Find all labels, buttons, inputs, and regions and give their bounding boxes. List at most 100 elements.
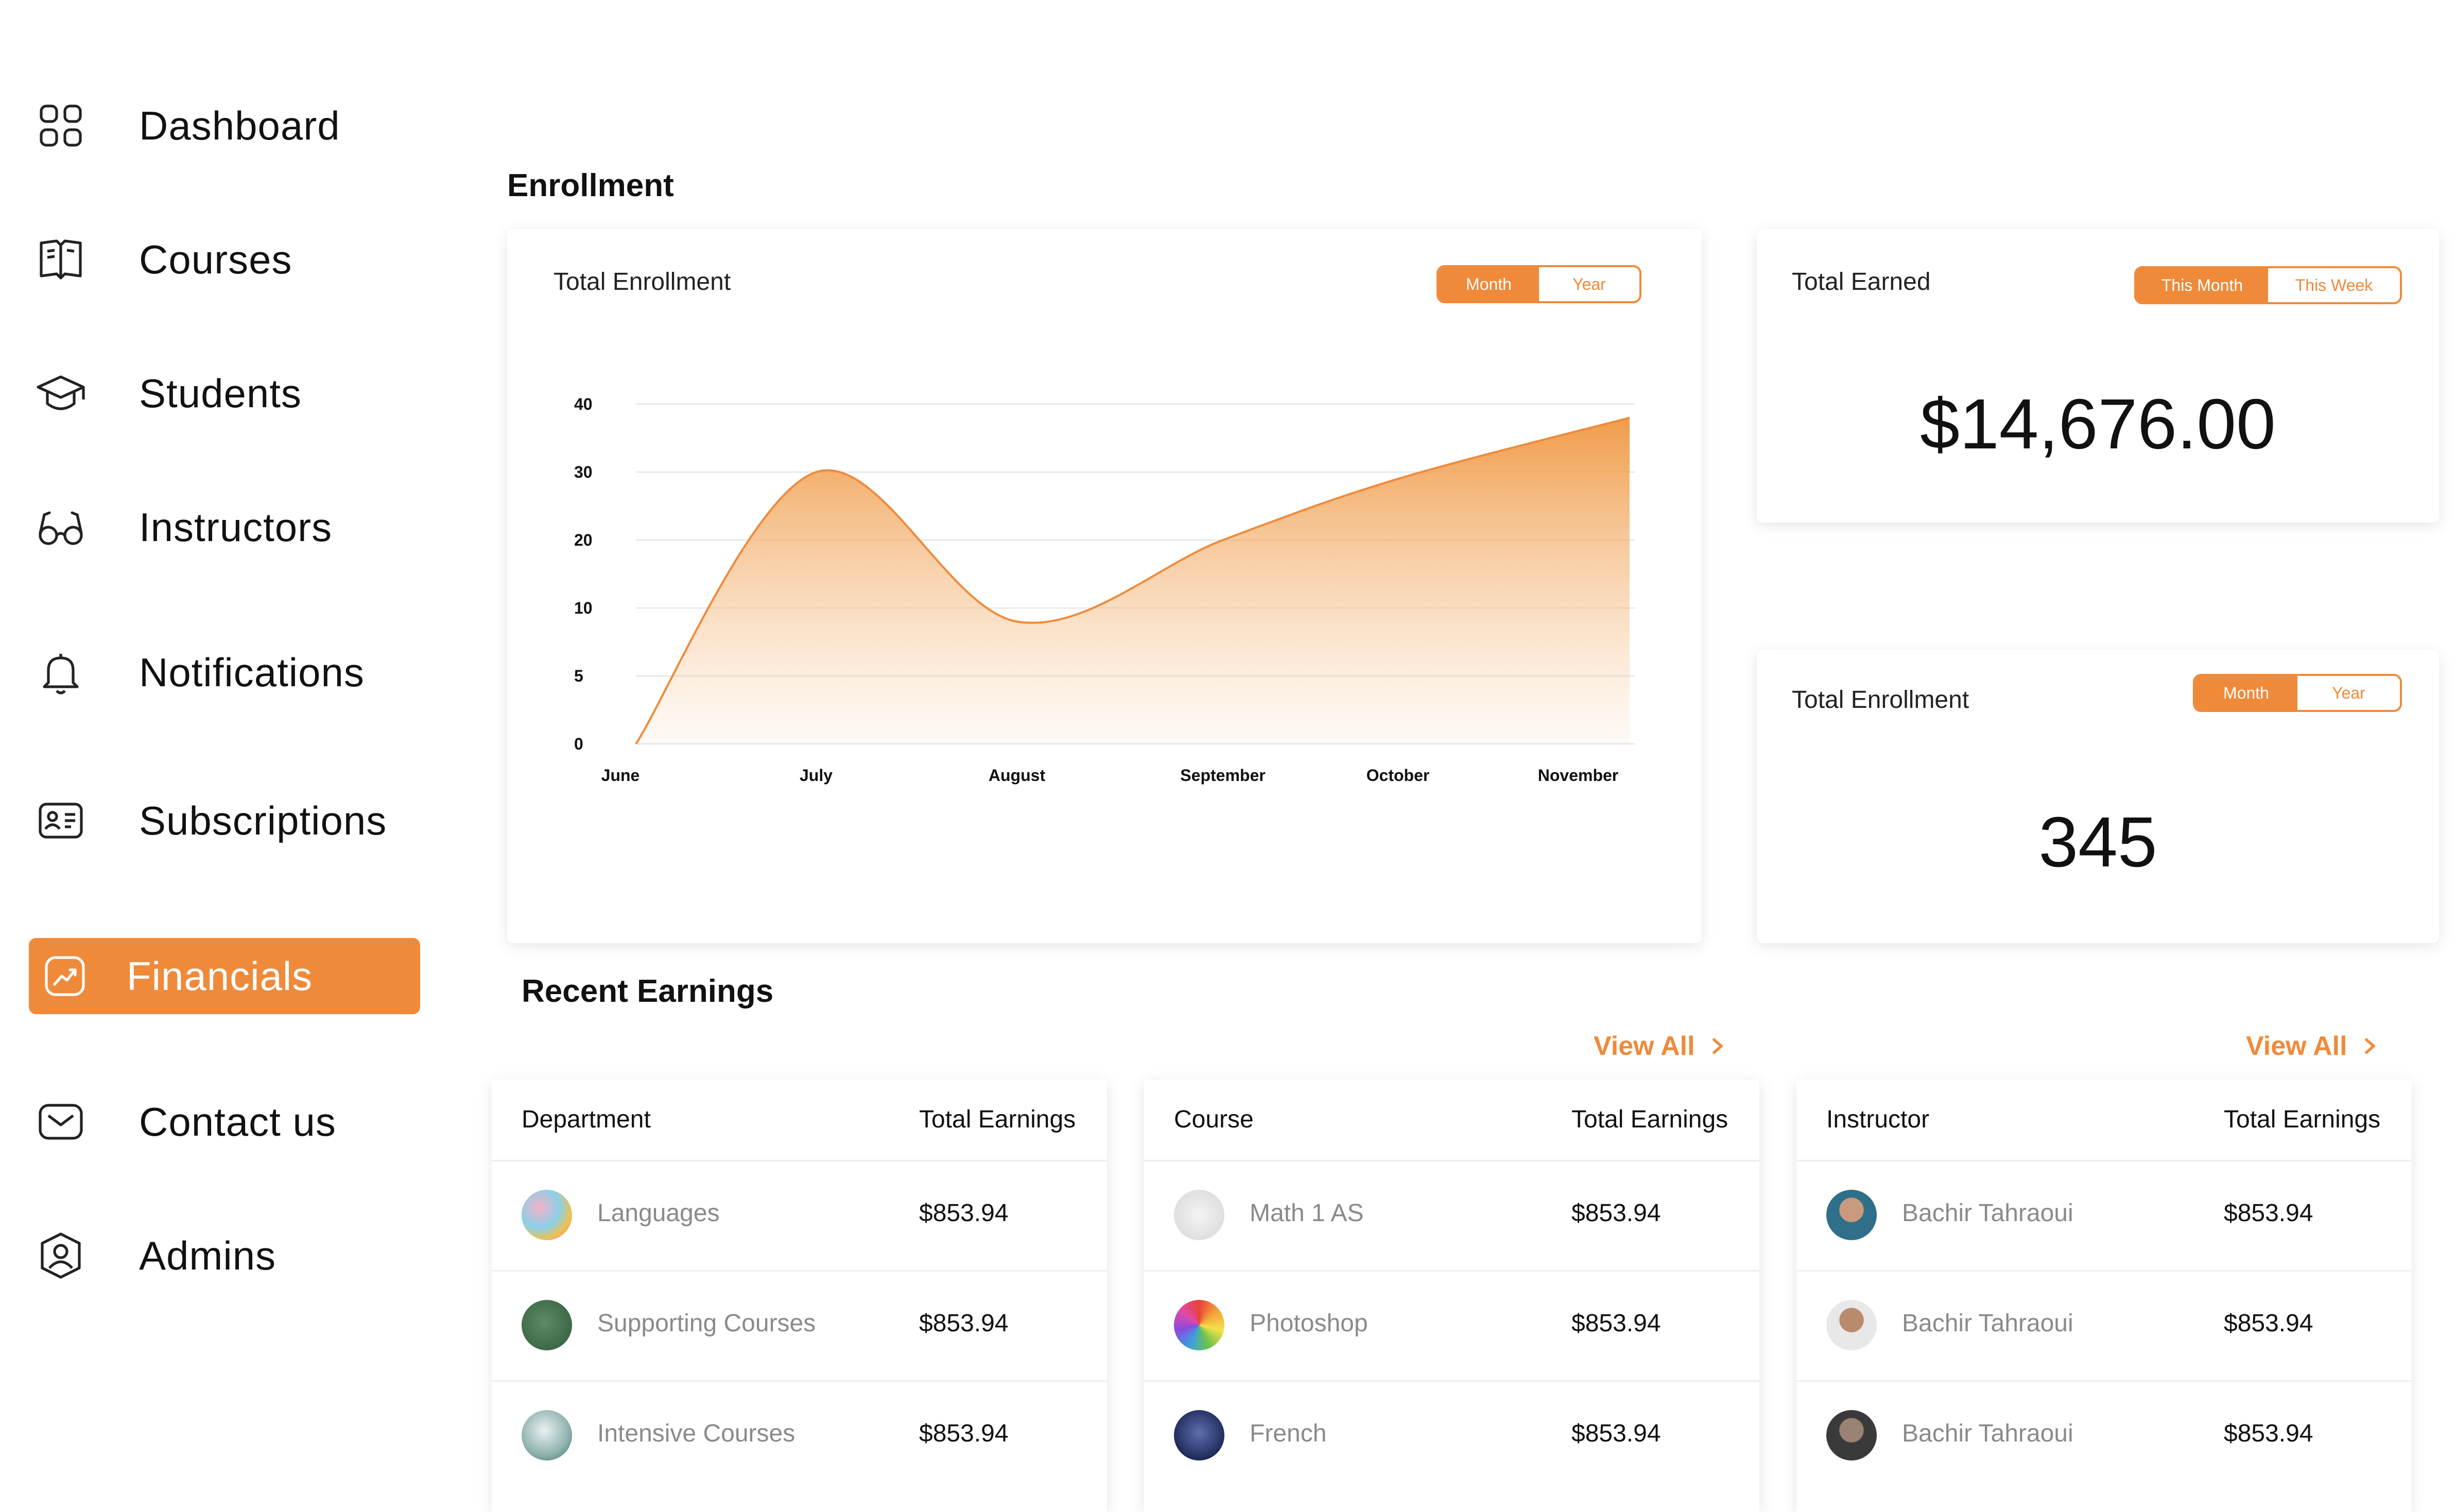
- row-name: Supporting Courses: [597, 1310, 816, 1337]
- table-row[interactable]: Bachir Tahraoui $853.94: [1796, 1380, 2412, 1490]
- table-row[interactable]: French $853.94: [1144, 1380, 1759, 1490]
- bell-icon: [30, 641, 92, 703]
- row-name: Languages: [597, 1200, 720, 1227]
- sidebar-item-label: Admins: [139, 1232, 276, 1278]
- total-enrollment-card: Total Enrollment Month Year 345: [1757, 650, 2439, 943]
- toggle-year[interactable]: Year: [2297, 676, 2400, 710]
- view-all-label: View All: [1594, 1031, 1695, 1061]
- department-thumbnail: [522, 1300, 572, 1350]
- enrollment-area-chart: 0 5 10 20 30 40 June July August September October…: [574, 395, 1635, 785]
- course-thumbnail: [1174, 1300, 1224, 1350]
- row-amount: $853.94: [1571, 1420, 1661, 1447]
- toggle-month[interactable]: Month: [1439, 267, 1539, 301]
- table-row[interactable]: Bachir Tahraoui $853.94: [1796, 1270, 2412, 1382]
- y-tick-label: 30: [574, 463, 593, 481]
- x-tick-label: June: [601, 766, 640, 785]
- sidebar-item-label: Financials: [127, 953, 313, 999]
- sidebar-item-dashboard[interactable]: Dashboard: [30, 88, 421, 164]
- sidebar-item-instructors[interactable]: Instructors: [30, 489, 421, 565]
- x-tick-label: September: [1180, 766, 1265, 785]
- earned-card-title: Total Earned: [1792, 268, 1931, 296]
- grid-icon: [30, 95, 92, 157]
- sidebar-item-financials[interactable]: Financials: [29, 938, 420, 1014]
- x-tick-label: July: [800, 766, 833, 785]
- sidebar-item-label: Subscriptions: [139, 797, 387, 843]
- column-header: Total Earnings: [2224, 1106, 2381, 1133]
- table-header: Department Total Earnings: [492, 1080, 1107, 1161]
- toggle-month[interactable]: Month: [2195, 676, 2297, 710]
- view-all-courses-link[interactable]: View All: [1594, 1031, 1727, 1062]
- sidebar-item-label: Courses: [139, 236, 292, 282]
- y-tick-label: 40: [574, 395, 593, 413]
- column-header: Department: [522, 1106, 651, 1133]
- table-header: Instructor Total Earnings: [1796, 1080, 2412, 1161]
- course-earnings-table: Course Total Earnings Math 1 AS $853.94 …: [1144, 1080, 1759, 1512]
- enrollment-period-toggle: Month Year: [2193, 674, 2402, 712]
- id-card-icon: [30, 790, 92, 851]
- total-enrollment-value: 345: [2038, 803, 2157, 882]
- row-name: Bachir Tahraoui: [1902, 1200, 2073, 1227]
- sidebar-item-contact-us[interactable]: Contact us: [30, 1084, 421, 1160]
- sidebar-item-admins[interactable]: Admins: [30, 1218, 421, 1294]
- total-earned-card: Total Earned This Month This Week $14,67…: [1757, 229, 2439, 523]
- enrollment-chart-card: Total Enrollment Month Year 0 5 10 20 30 40 Ju…: [507, 229, 1702, 943]
- row-amount: $853.94: [919, 1310, 1009, 1337]
- sidebar-item-label: Students: [139, 370, 302, 416]
- toggle-this-month[interactable]: This Month: [2136, 268, 2268, 302]
- column-header: Instructor: [1826, 1106, 1930, 1133]
- chart-period-toggle: Month Year: [1437, 265, 1641, 303]
- table-row[interactable]: Math 1 AS $853.94: [1144, 1160, 1759, 1272]
- table-header: Course Total Earnings: [1144, 1080, 1759, 1161]
- y-tick-label: 10: [574, 599, 593, 617]
- column-header: Total Earnings: [919, 1106, 1076, 1133]
- row-name: Photoshop: [1250, 1310, 1368, 1337]
- row-amount: $853.94: [2224, 1310, 2313, 1337]
- avatar: [1826, 1300, 1877, 1350]
- earned-period-toggle: This Month This Week: [2134, 266, 2402, 304]
- instructor-earnings-table: Instructor Total Earnings Bachir Tahraou…: [1796, 1080, 2412, 1512]
- sidebar-item-label: Instructors: [139, 504, 333, 550]
- chevron-right-icon: [1712, 1038, 1723, 1054]
- enrollment-card-title: Total Enrollment: [1792, 686, 1969, 714]
- sidebar: Dashboard Courses Students Instructors: [0, 0, 458, 1512]
- row-amount: $853.94: [2224, 1200, 2313, 1227]
- toggle-this-week[interactable]: This Week: [2268, 268, 2400, 302]
- section-title-recent-earnings: Recent Earnings: [522, 974, 774, 1009]
- graduation-cap-icon: [30, 362, 92, 424]
- table-row[interactable]: Photoshop $853.94: [1144, 1270, 1759, 1382]
- x-tick-label: October: [1367, 766, 1430, 785]
- view-all-instructors-link[interactable]: View All: [2246, 1031, 2379, 1062]
- sidebar-item-subscriptions[interactable]: Subscriptions: [30, 783, 421, 859]
- department-thumbnail: [522, 1410, 572, 1461]
- course-thumbnail: [1174, 1410, 1224, 1461]
- column-header: Total Earnings: [1571, 1106, 1728, 1133]
- main-content: Enrollment Total Enrollment Month Year 0…: [458, 0, 2456, 1512]
- series-line: [635, 416, 1630, 745]
- row-amount: $853.94: [2224, 1420, 2313, 1447]
- chart-card-title: Total Enrollment: [554, 268, 731, 296]
- glasses-icon: [30, 496, 92, 558]
- trend-chart-icon: [34, 945, 96, 1007]
- table-row[interactable]: Bachir Tahraoui $853.94: [1796, 1160, 2412, 1272]
- toggle-year[interactable]: Year: [1539, 267, 1639, 301]
- row-amount: $853.94: [919, 1420, 1009, 1447]
- row-name: Bachir Tahraoui: [1902, 1310, 2073, 1337]
- row-amount: $853.94: [919, 1200, 1009, 1227]
- sidebar-item-courses[interactable]: Courses: [30, 221, 421, 298]
- y-tick-label: 0: [574, 735, 583, 753]
- book-icon: [30, 229, 92, 290]
- avatar: [1826, 1410, 1877, 1461]
- course-thumbnail: [1174, 1190, 1224, 1240]
- sidebar-item-students[interactable]: Students: [30, 355, 421, 431]
- table-row[interactable]: Supporting Courses $853.94: [492, 1270, 1107, 1382]
- series-area: [636, 418, 1630, 744]
- column-header: Course: [1174, 1106, 1254, 1133]
- section-title-enrollment: Enrollment: [507, 168, 674, 203]
- table-row[interactable]: Intensive Courses $853.94: [492, 1380, 1107, 1490]
- sidebar-item-notifications[interactable]: Notifications: [30, 634, 421, 710]
- y-tick-label: 5: [574, 667, 583, 685]
- table-row[interactable]: Languages $853.94: [492, 1160, 1107, 1272]
- chevron-right-icon: [2364, 1038, 2375, 1054]
- department-thumbnail: [522, 1190, 572, 1240]
- sidebar-item-label: Contact us: [139, 1099, 336, 1144]
